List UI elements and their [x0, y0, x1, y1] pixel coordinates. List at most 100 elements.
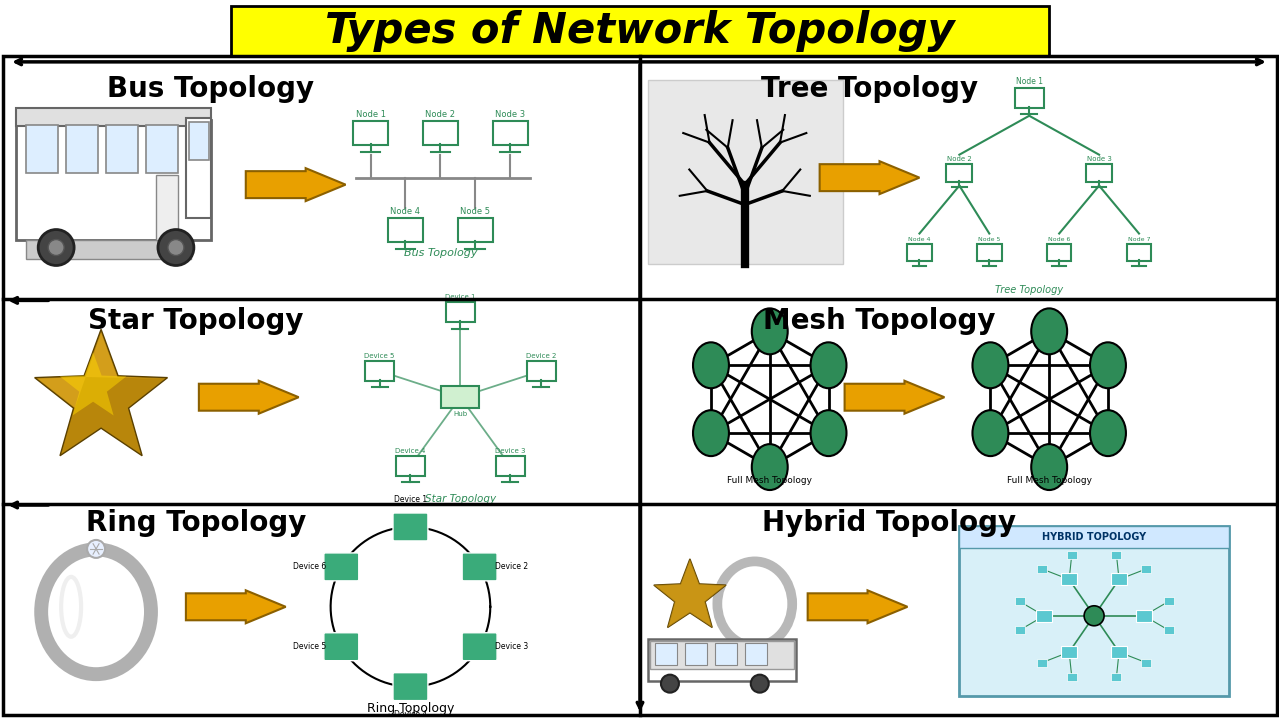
Text: Device 3: Device 3: [495, 642, 529, 651]
Bar: [17, 108, 211, 126]
Text: Star Topology: Star Topology: [88, 307, 303, 336]
Bar: [1037, 659, 1047, 667]
FancyBboxPatch shape: [365, 361, 394, 381]
Bar: [26, 125, 58, 173]
Text: Device 2: Device 2: [495, 562, 529, 572]
Polygon shape: [198, 381, 298, 414]
FancyBboxPatch shape: [1087, 163, 1112, 181]
Text: Device 3: Device 3: [495, 448, 526, 454]
FancyBboxPatch shape: [393, 513, 428, 541]
Circle shape: [49, 240, 64, 256]
Text: Device 5: Device 5: [293, 642, 326, 651]
Text: Star Topology: Star Topology: [425, 494, 495, 504]
Text: Node 5: Node 5: [461, 207, 490, 215]
FancyBboxPatch shape: [908, 244, 932, 261]
Bar: [960, 526, 1229, 696]
Circle shape: [1084, 606, 1105, 626]
Bar: [714, 643, 737, 665]
Bar: [1111, 673, 1121, 681]
Text: Device 5: Device 5: [365, 353, 394, 359]
FancyBboxPatch shape: [462, 633, 497, 661]
Circle shape: [38, 230, 74, 266]
Text: Tree Topology: Tree Topology: [995, 285, 1064, 295]
Bar: [1137, 610, 1152, 622]
FancyBboxPatch shape: [462, 553, 497, 581]
FancyBboxPatch shape: [526, 361, 556, 381]
FancyBboxPatch shape: [324, 633, 358, 661]
FancyBboxPatch shape: [396, 456, 425, 476]
Text: Device 6: Device 6: [293, 562, 326, 572]
Polygon shape: [38, 333, 164, 408]
Text: Hub: Hub: [453, 411, 467, 417]
Text: HYBRID TOPOLOGY: HYBRID TOPOLOGY: [1042, 532, 1146, 542]
FancyBboxPatch shape: [393, 672, 428, 701]
Bar: [1061, 646, 1078, 658]
Bar: [106, 125, 138, 173]
Bar: [685, 643, 707, 665]
Circle shape: [660, 675, 678, 693]
Text: Device 2: Device 2: [526, 353, 557, 359]
Ellipse shape: [810, 410, 846, 456]
Ellipse shape: [810, 342, 846, 388]
Text: Node 4: Node 4: [390, 207, 420, 215]
Bar: [1111, 551, 1121, 559]
Polygon shape: [35, 329, 168, 456]
Bar: [648, 639, 796, 680]
Bar: [1015, 598, 1025, 606]
Text: Device 1: Device 1: [445, 294, 476, 300]
FancyBboxPatch shape: [1047, 244, 1071, 261]
Text: Node 7: Node 7: [1128, 237, 1151, 242]
Ellipse shape: [751, 444, 787, 490]
Polygon shape: [654, 559, 726, 628]
Polygon shape: [60, 352, 127, 415]
FancyBboxPatch shape: [324, 553, 358, 581]
Bar: [1164, 598, 1174, 606]
Circle shape: [168, 240, 184, 256]
Text: Node 1: Node 1: [356, 109, 385, 119]
Ellipse shape: [692, 342, 728, 388]
Bar: [1037, 565, 1047, 573]
Bar: [1061, 574, 1078, 585]
Bar: [1015, 626, 1025, 634]
Text: Node 3: Node 3: [495, 109, 525, 119]
Bar: [1066, 673, 1076, 681]
Polygon shape: [654, 559, 726, 628]
Text: Node 2: Node 2: [425, 109, 456, 119]
Ellipse shape: [973, 342, 1009, 388]
Text: Tree Topology: Tree Topology: [762, 75, 978, 103]
FancyBboxPatch shape: [946, 163, 973, 181]
Bar: [1164, 626, 1174, 634]
Text: Full Mesh Topology: Full Mesh Topology: [727, 476, 813, 485]
FancyBboxPatch shape: [495, 456, 525, 476]
Bar: [1111, 646, 1126, 658]
Text: Ring Topology: Ring Topology: [367, 701, 454, 715]
FancyBboxPatch shape: [1015, 88, 1043, 108]
Ellipse shape: [1032, 444, 1068, 490]
Circle shape: [751, 675, 769, 693]
Bar: [1142, 659, 1151, 667]
FancyBboxPatch shape: [442, 386, 479, 408]
Text: Bus Topology: Bus Topology: [403, 248, 477, 258]
Text: Full Mesh Topology: Full Mesh Topology: [1006, 476, 1092, 485]
FancyBboxPatch shape: [458, 217, 493, 241]
Text: Device 4: Device 4: [394, 710, 428, 719]
Bar: [67, 125, 99, 173]
Ellipse shape: [1032, 308, 1068, 354]
FancyBboxPatch shape: [422, 121, 458, 145]
Bar: [189, 122, 209, 160]
Text: Node 1: Node 1: [1016, 77, 1043, 86]
Text: Mesh Topology: Mesh Topology: [763, 307, 996, 336]
Bar: [230, 6, 1050, 56]
Ellipse shape: [973, 410, 1009, 456]
Bar: [156, 175, 178, 240]
FancyBboxPatch shape: [388, 217, 422, 241]
FancyBboxPatch shape: [353, 121, 388, 145]
Bar: [655, 643, 677, 665]
Bar: [648, 80, 842, 264]
Ellipse shape: [1091, 342, 1126, 388]
Ellipse shape: [58, 567, 134, 657]
Text: Ring Topology: Ring Topology: [86, 509, 306, 537]
Polygon shape: [819, 161, 919, 194]
Polygon shape: [845, 381, 945, 414]
Text: Node 4: Node 4: [909, 237, 931, 242]
